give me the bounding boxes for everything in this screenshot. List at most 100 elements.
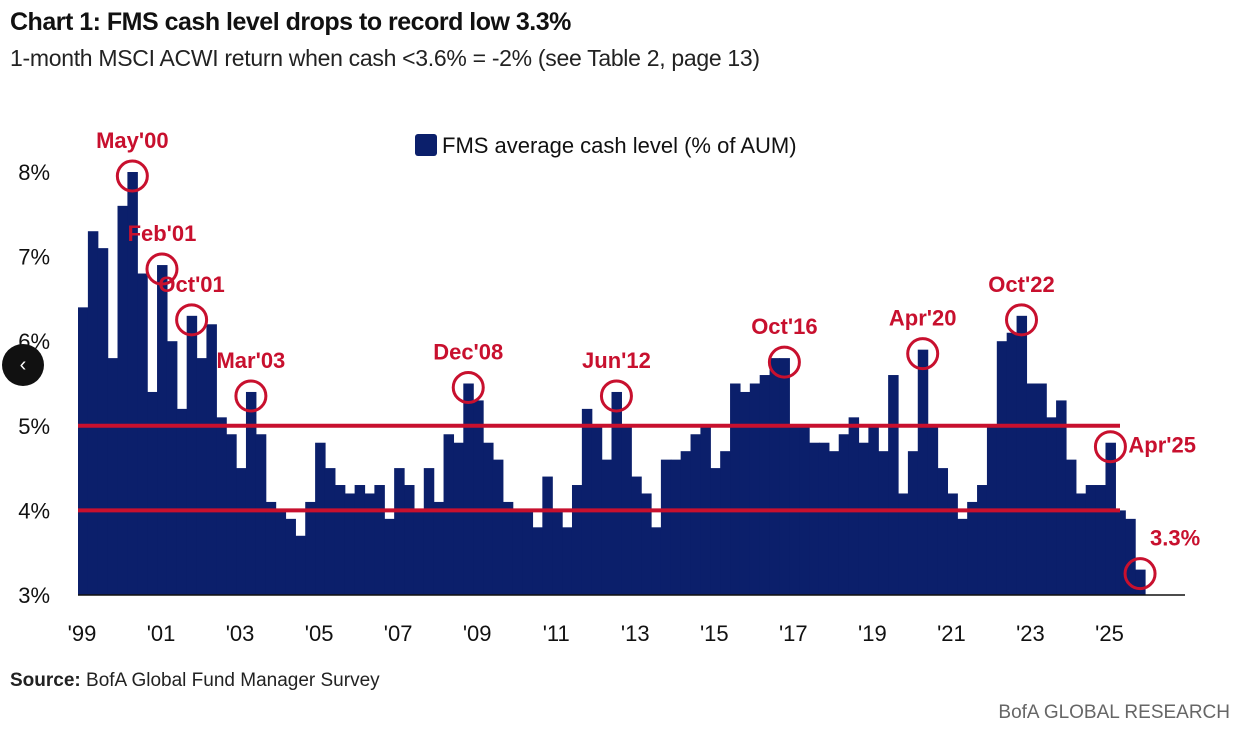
bar <box>1046 417 1057 595</box>
bar <box>433 501 445 595</box>
bar <box>888 375 899 595</box>
bar <box>176 408 188 595</box>
bar <box>413 510 425 595</box>
y-tick-label: 7% <box>18 245 50 270</box>
annotation-label: May'00 <box>96 128 169 153</box>
bar <box>947 493 958 595</box>
x-tick-label: '13 <box>621 621 650 646</box>
bar <box>759 375 771 595</box>
x-tick-label: '23 <box>1016 621 1045 646</box>
x-tick-label: '15 <box>700 621 729 646</box>
bar <box>473 400 484 595</box>
chart-subtitle: 1-month MSCI ACWI return when cash <3.6%… <box>10 45 760 71</box>
bar <box>137 273 148 595</box>
bar <box>117 205 128 595</box>
annotation-circle <box>767 345 801 379</box>
bar <box>502 501 514 595</box>
annotation-label: Jun'12 <box>582 348 651 373</box>
legend-label: FMS average cash level (% of AUM) <box>442 133 797 158</box>
bar <box>690 434 702 595</box>
bar <box>1075 493 1087 595</box>
annotation-label: Oct'01 <box>158 272 224 297</box>
bar <box>1026 383 1037 595</box>
x-tick-label: '99 <box>68 621 97 646</box>
bar <box>532 527 543 595</box>
annotation-circle <box>599 379 633 413</box>
bar <box>295 535 306 595</box>
annotation-label: Mar'03 <box>216 348 285 373</box>
source-text: BofA Global Fund Manager Survey <box>80 670 380 691</box>
bar <box>957 518 968 595</box>
bar <box>917 349 929 595</box>
bar <box>1105 442 1116 595</box>
bar <box>344 493 356 595</box>
bar <box>571 485 583 595</box>
bar <box>1006 332 1018 595</box>
bar <box>631 476 642 595</box>
bar <box>670 459 682 595</box>
bar <box>1115 510 1126 595</box>
x-tick-label: '21 <box>937 621 966 646</box>
x-tick-label: '25 <box>1095 621 1124 646</box>
bar <box>127 172 138 595</box>
bar <box>838 434 850 595</box>
bar <box>641 493 652 595</box>
bar <box>660 459 672 595</box>
annotation-circle <box>1093 430 1127 464</box>
bar <box>364 493 375 595</box>
source-note: Source: BofA Global Fund Manager Survey <box>10 670 380 692</box>
bar <box>680 451 692 595</box>
bar <box>324 468 336 595</box>
bar <box>542 476 553 595</box>
x-tick-label: '09 <box>463 621 492 646</box>
bar <box>285 518 296 595</box>
bar <box>1056 400 1067 595</box>
bar <box>157 265 168 595</box>
bar <box>492 459 504 595</box>
bar <box>809 442 820 595</box>
bar <box>354 485 366 595</box>
bar <box>443 434 455 595</box>
annotation-circle <box>906 337 940 371</box>
brand-label: BofA GLOBAL RESEARCH <box>998 702 1230 723</box>
bar <box>374 485 385 595</box>
bar <box>226 434 237 595</box>
bar <box>394 468 405 595</box>
bar <box>720 451 731 595</box>
previous-slide-button[interactable]: ‹ <box>2 344 44 386</box>
bar <box>216 417 227 595</box>
bar <box>848 417 860 595</box>
bar <box>967 501 978 595</box>
bar <box>483 442 494 595</box>
annotation-label: Apr'25 <box>1128 433 1196 458</box>
bar <box>730 383 741 595</box>
bar <box>769 358 781 595</box>
bar <box>522 510 534 595</box>
annotation-circle <box>451 371 485 404</box>
bar <box>1085 485 1097 595</box>
bar <box>749 383 761 595</box>
bar <box>651 527 662 595</box>
bar <box>996 341 1008 595</box>
bar <box>1065 459 1077 595</box>
x-tick-label: '03 <box>226 621 255 646</box>
x-tick-label: '11 <box>543 621 570 646</box>
bar <box>898 493 909 595</box>
x-tick-label: '05 <box>305 621 334 646</box>
bar <box>334 485 346 595</box>
annotation-label: Oct'16 <box>751 314 817 339</box>
bar <box>206 324 217 595</box>
annotation-circle <box>115 159 149 193</box>
bar <box>512 510 524 595</box>
bar <box>236 468 247 595</box>
bar <box>384 518 395 595</box>
bar <box>255 434 267 595</box>
bar <box>1016 315 1028 595</box>
bar <box>305 501 316 595</box>
annotation-circle <box>175 303 209 337</box>
annotation-label: Oct'22 <box>988 272 1054 297</box>
annotation-label: 3.3% <box>1150 526 1200 551</box>
bar <box>581 408 593 595</box>
y-tick-label: 5% <box>18 414 50 439</box>
